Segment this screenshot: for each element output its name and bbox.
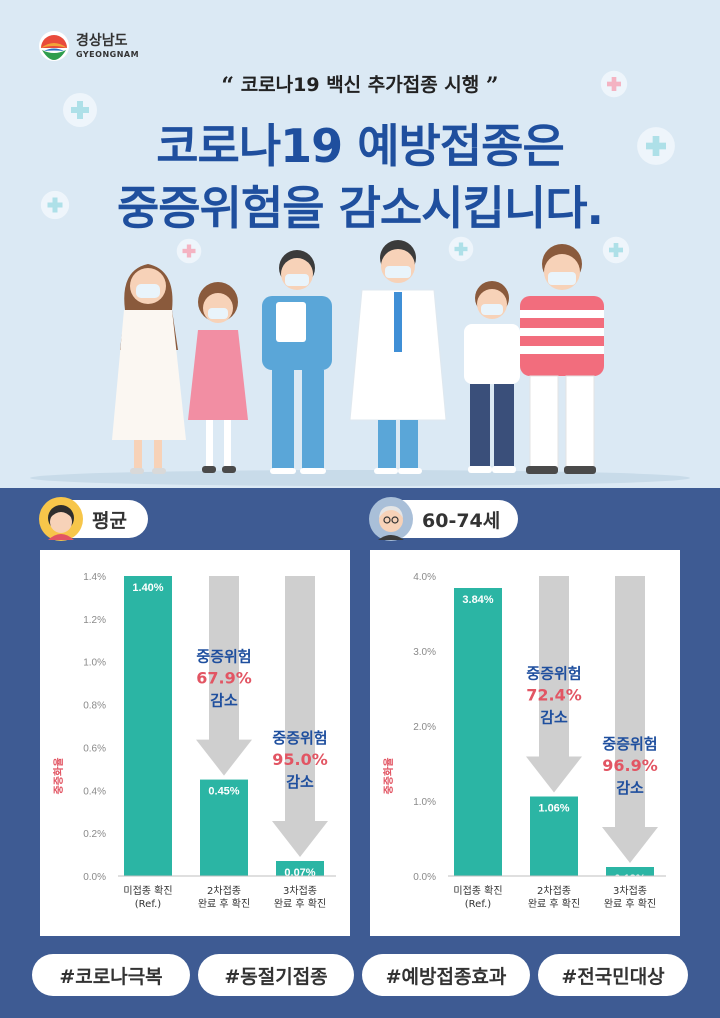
bar-value-label: 0.45% (208, 786, 239, 798)
y-tick-label: 0.4% (83, 786, 106, 797)
bar-value-label: 1.06% (538, 803, 569, 815)
category-label: 2차접종 (207, 885, 241, 897)
man-figure (520, 244, 604, 474)
y-tick-label: 0.6% (83, 743, 106, 754)
logo-english-text: GYEONGNAM (76, 49, 140, 59)
bar-value-label: 0.12% (614, 873, 645, 885)
reduction-arrow (602, 576, 658, 863)
bar-chart-average: 0.0% 0.2% 0.4% 0.6% 0.8% 1.0% 1.2% 1.4% 중증화율 1.40… (53, 572, 336, 910)
logo-korean-text: 경상남도 (76, 32, 128, 49)
category-label: 완료 후 확진 (528, 898, 580, 910)
reduction-arrow (196, 576, 252, 776)
y-axis-title: 중증화율 (383, 758, 395, 795)
category-label: 완료 후 확진 (198, 898, 250, 910)
hashtag-4: #전국민대상 (538, 954, 688, 996)
chart-panel-senior: 0.0% 1.0% 2.0% 3.0% 4.0% 중증화율 3.84% 1.06% 0.12% 미… (370, 550, 680, 936)
annotation-title: 중증위험 (602, 735, 657, 753)
gyeongnam-logo-icon (39, 31, 69, 61)
girl-figure (188, 282, 248, 473)
hashtag-3: #예방접종효과 (362, 954, 530, 996)
category-label: (Ref.) (135, 899, 162, 910)
bar (276, 861, 324, 876)
reduction-arrow (272, 576, 328, 857)
reduction-arrow (526, 576, 582, 793)
category-label: 완료 후 확진 (604, 898, 656, 910)
plus-bubble-icon (637, 127, 675, 165)
doctor-figure (349, 240, 447, 474)
statistics-section: 평균 60-74세 0.0% 0.2% 0.4% 0.6% 0.8% 1.0% 1.2% 1.… (0, 488, 720, 1018)
plus-bubble-icon (448, 236, 474, 262)
y-tick-label: 0.8% (83, 701, 106, 712)
category-label: 완료 후 확진 (274, 898, 326, 910)
hashtag-2: #동절기접종 (198, 954, 354, 996)
bar-value-label: 3.84% (462, 594, 493, 606)
subtitle-banner: “ 코로나19 백신 추가접종 시행 ” (0, 66, 720, 101)
category-label: 3차접종 (613, 885, 647, 897)
bar (530, 796, 578, 876)
annotation-suffix: 감소 (286, 773, 314, 791)
annotation-percent: 96.9% (602, 756, 658, 775)
y-tick-label: 0.0% (83, 872, 106, 883)
plus-bubble-icon (602, 236, 630, 264)
annotation-title: 중증위험 (196, 648, 251, 666)
girl-avatar-icon (39, 497, 83, 541)
grandfather-avatar-icon (369, 497, 413, 541)
category-label: 2차접종 (537, 885, 571, 897)
annotation-percent: 95.0% (272, 750, 328, 769)
category-label: (Ref.) (465, 899, 492, 910)
annotation-percent: 67.9% (196, 669, 252, 688)
y-tick-label: 1.4% (83, 572, 106, 583)
y-tick-label: 1.2% (83, 615, 106, 626)
annotation-title: 중증위험 (526, 665, 581, 683)
y-tick-label: 1.0% (83, 658, 106, 669)
y-tick-label: 4.0% (413, 572, 436, 583)
plus-bubble-icon (63, 93, 97, 127)
category-label: 미접종 확진 (123, 885, 172, 897)
quote-close: ” (485, 73, 499, 99)
hero-section: 경상남도 GYEONGNAM “ 코로나19 백신 추가접종 시행 ” 코로나1… (0, 0, 720, 488)
page-title-line-1: 코로나19 예방접종은 (156, 119, 565, 173)
annotation-percent: 72.4% (526, 686, 582, 705)
plus-bubble-icon (176, 238, 202, 264)
annotation-suffix: 감소 (210, 692, 238, 710)
y-tick-label: 1.0% (413, 797, 436, 808)
bar (200, 779, 248, 876)
bar-value-label: 0.07% (284, 867, 315, 879)
plus-bubble-icon (600, 70, 628, 98)
bar-chart-senior: 0.0% 1.0% 2.0% 3.0% 4.0% 중증화율 3.84% 1.06% 0.12% 미… (383, 572, 666, 910)
group-label-senior-text: 60-74세 (422, 509, 501, 532)
y-axis-title: 중증화율 (53, 758, 65, 795)
chart-panel-average: 0.0% 0.2% 0.4% 0.6% 0.8% 1.0% 1.2% 1.4% 중증화율 1.40… (40, 550, 350, 936)
group-label-average: 평균 (39, 497, 148, 541)
boy-figure (464, 281, 520, 473)
y-tick-label: 0.0% (413, 872, 436, 883)
gyeongnam-logo: 경상남도 GYEONGNAM (38, 30, 139, 62)
bar (124, 576, 172, 876)
subtitle-text: 코로나19 백신 추가접종 시행 (240, 74, 480, 96)
quote-open: “ (221, 73, 235, 99)
category-label: 미접종 확진 (453, 885, 502, 897)
category-label: 3차접종 (283, 885, 317, 897)
annotation-title: 중증위험 (272, 729, 327, 747)
annotation-suffix: 감소 (540, 709, 568, 727)
group-label-senior: 60-74세 (369, 497, 518, 541)
annotation-suffix: 감소 (616, 779, 644, 797)
page-title-line-2: 중증위험을 감소시킵니다. (116, 181, 604, 235)
nurse-figure (262, 250, 332, 474)
y-tick-label: 0.2% (83, 829, 106, 840)
bar (606, 867, 654, 876)
woman-figure (112, 264, 186, 474)
y-tick-label: 3.0% (413, 647, 436, 658)
vaccinated-people-illustration (30, 240, 690, 486)
plus-bubble-icon (40, 190, 70, 220)
group-label-average-text: 평균 (92, 509, 127, 532)
y-tick-label: 2.0% (413, 722, 436, 733)
bar (454, 588, 502, 876)
hashtag-1: #코로나극복 (32, 954, 190, 996)
bar-value-label: 1.40% (132, 582, 163, 594)
